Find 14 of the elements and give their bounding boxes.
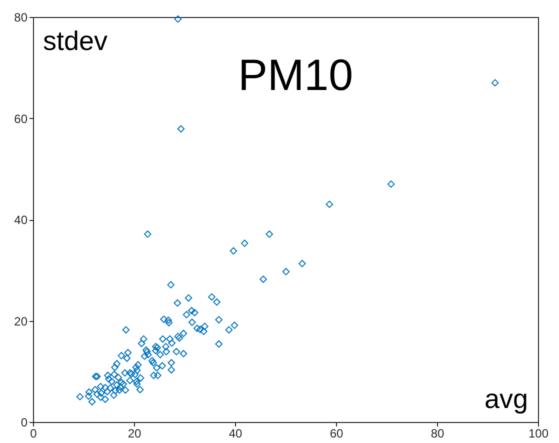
y-tick-label: 40	[14, 213, 28, 227]
x-axis-title: avg	[484, 384, 528, 414]
x-tick-label: 0	[30, 426, 38, 440]
x-tick-label: 100	[528, 426, 549, 440]
y-tick-label: 80	[14, 10, 28, 24]
y-tick-label: 60	[14, 112, 28, 126]
x-tick-label: 80	[430, 426, 444, 440]
text: PM10	[238, 51, 354, 100]
x-tick-label: 40	[228, 426, 242, 440]
x-tick-label: 20	[128, 426, 142, 440]
x-tick-label: 60	[330, 426, 344, 440]
y-axis-title: stdev	[43, 26, 108, 56]
y-tick-label: 0	[20, 416, 28, 430]
y-tick-label: 20	[14, 314, 28, 328]
